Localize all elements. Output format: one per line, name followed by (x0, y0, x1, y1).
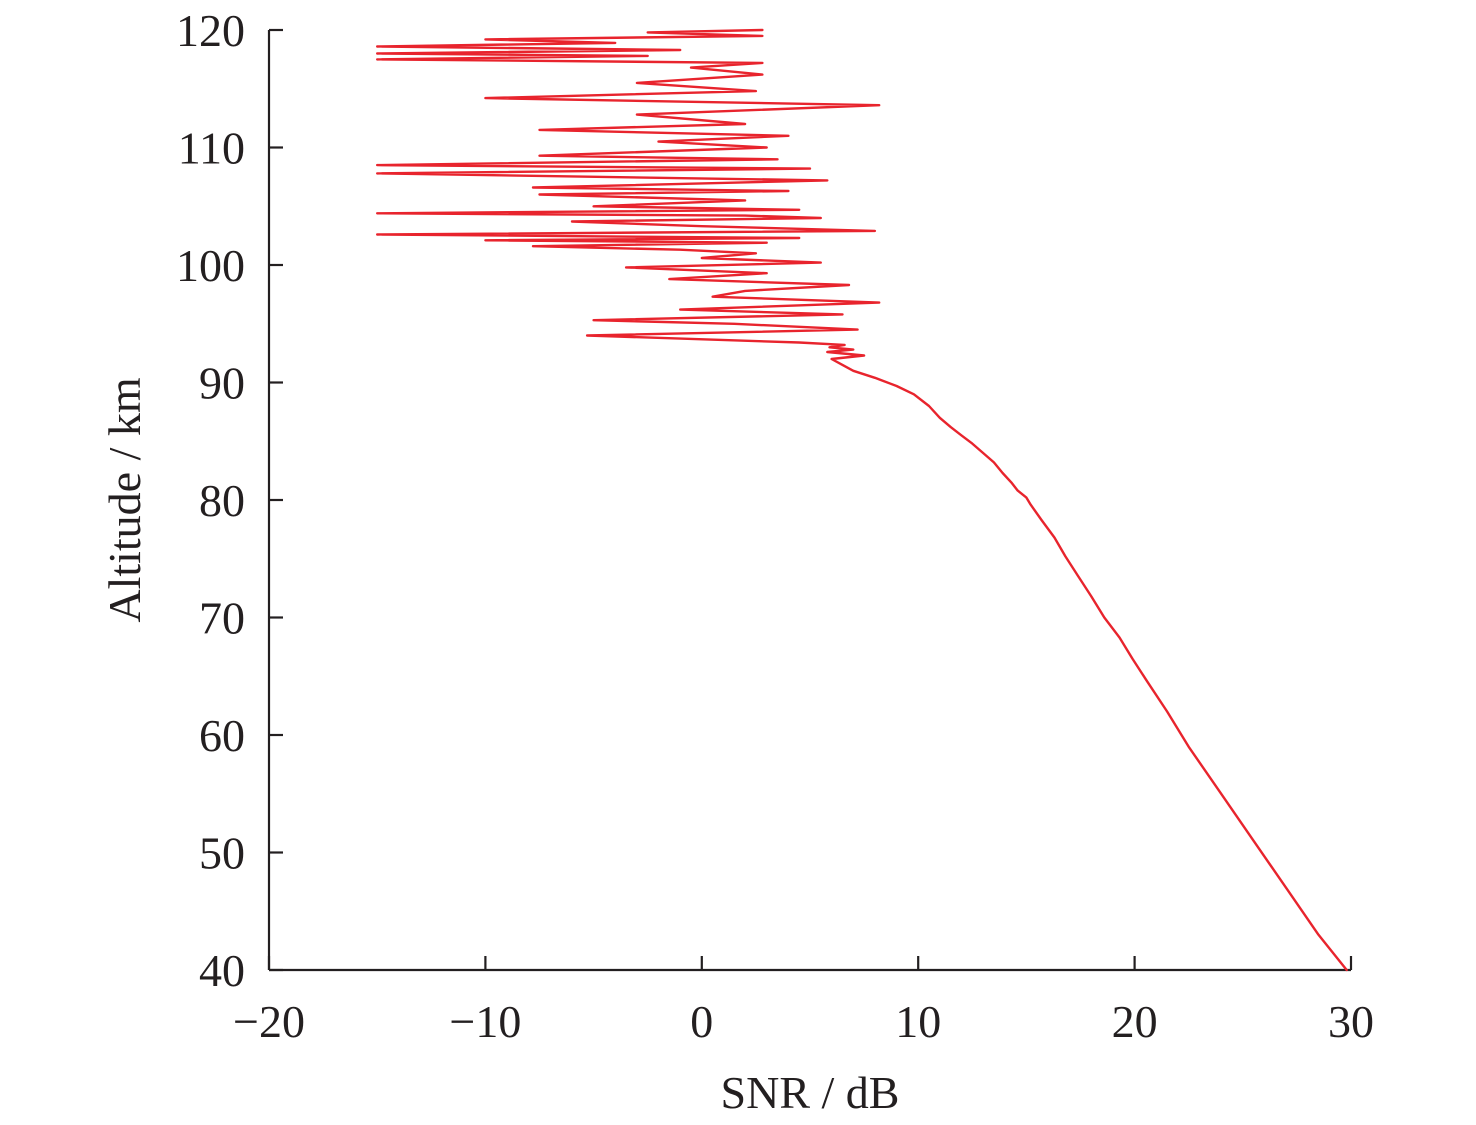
plot-area (376, 28, 1348, 972)
y-ticks: 40 50 60 70 80 90 100 110 120 (176, 5, 283, 996)
y-tick-label: 80 (199, 475, 245, 526)
axes (267, 30, 1351, 972)
y-tick-label: 100 (176, 240, 245, 291)
x-tick-label: 10 (895, 996, 941, 1047)
y-axis-title: Altitude / km (99, 377, 150, 623)
y-tick-label: 70 (199, 593, 245, 644)
x-tick-label: −10 (449, 996, 521, 1047)
y-tick-label: 40 (199, 945, 245, 996)
x-ticks: −20 −10 0 10 20 30 (233, 956, 1374, 1047)
y-tick-label: 90 (199, 358, 245, 409)
x-tick-label: 30 (1328, 996, 1374, 1047)
x-tick-label: −20 (233, 996, 305, 1047)
x-tick-label: 0 (690, 996, 713, 1047)
x-tick-label: 20 (1112, 996, 1158, 1047)
y-tick-label: 50 (199, 828, 245, 879)
y-tick-label: 60 (199, 710, 245, 761)
snr-profile-line (376, 28, 1348, 972)
x-axis-title: SNR / dB (721, 1067, 900, 1118)
y-tick-label: 110 (178, 123, 245, 174)
y-tick-label: 120 (176, 5, 245, 56)
